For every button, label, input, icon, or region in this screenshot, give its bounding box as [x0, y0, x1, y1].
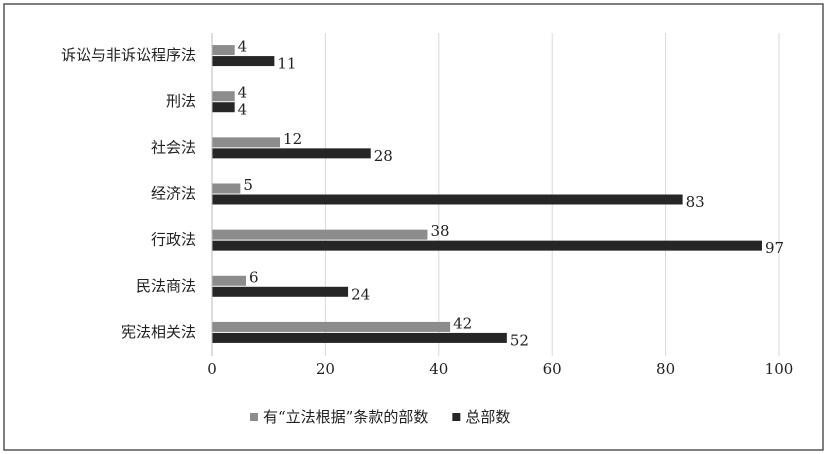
data-label: 83	[686, 193, 705, 211]
data-label: 97	[765, 239, 784, 257]
bar	[212, 56, 275, 67]
bar	[212, 137, 281, 148]
y-tick-label: 行政法	[151, 231, 196, 249]
data-label: 4	[238, 101, 248, 119]
y-tick-label: 刑法	[166, 92, 196, 110]
x-tick-label: 20	[316, 360, 335, 378]
data-label: 42	[453, 314, 472, 332]
y-tick-label: 社会法	[151, 138, 196, 156]
bar	[212, 240, 762, 251]
data-label: 6	[249, 268, 259, 286]
bar	[212, 286, 349, 297]
bar	[212, 45, 235, 56]
data-label: 28	[374, 147, 393, 165]
frame	[3, 3, 824, 451]
data-label: 5	[243, 176, 253, 194]
legend-swatch	[250, 413, 258, 421]
legend-label: 总部数	[465, 408, 510, 426]
bar	[212, 275, 247, 286]
legend-label: 有“立法根据”条款的部数	[263, 408, 428, 426]
data-label: 4	[238, 38, 248, 56]
bar	[212, 321, 451, 332]
bar	[212, 91, 235, 102]
data-label: 52	[510, 331, 529, 349]
bar	[212, 102, 235, 113]
data-label: 12	[283, 130, 302, 148]
bar	[212, 194, 683, 205]
bar	[212, 148, 371, 159]
data-label: 38	[430, 222, 449, 240]
y-tick-label: 经济法	[151, 185, 196, 203]
data-label: 24	[351, 285, 370, 303]
y-tick-label: 民法商法	[136, 277, 196, 295]
x-tick-label: 80	[656, 360, 675, 378]
x-tick-label: 60	[543, 360, 562, 378]
legend-swatch	[452, 413, 461, 421]
bar	[212, 332, 507, 343]
x-tick-label: 40	[429, 360, 448, 378]
x-tick-label: 100	[765, 360, 794, 378]
y-tick-label: 宪法相关法	[121, 323, 196, 341]
bar	[212, 229, 428, 240]
y-tick-label: 诉讼与非诉讼程序法	[61, 46, 196, 64]
data-label: 11	[277, 55, 296, 73]
bar	[212, 183, 241, 194]
data-label: 4	[238, 84, 248, 102]
x-tick-label: 0	[207, 360, 217, 378]
